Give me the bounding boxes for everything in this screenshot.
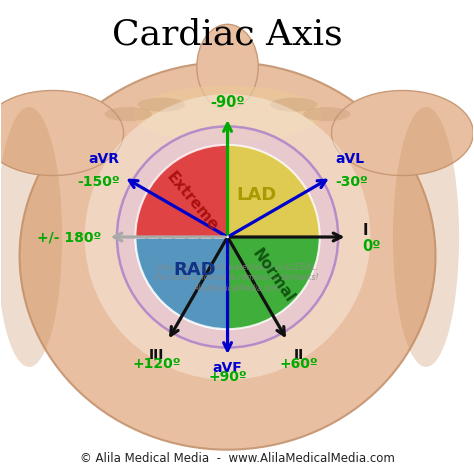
Text: 0º: 0º <box>363 239 381 254</box>
Wedge shape <box>136 237 228 329</box>
Text: +/- 180º: +/- 180º <box>36 230 101 244</box>
Text: +90º: +90º <box>208 370 247 384</box>
Ellipse shape <box>105 107 152 121</box>
Wedge shape <box>228 237 319 329</box>
Text: +120º: +120º <box>132 357 181 371</box>
Wedge shape <box>228 145 319 237</box>
Text: II: II <box>293 347 304 362</box>
Text: Purchase a license to remove watermarks!: Purchase a license to remove watermarks! <box>155 273 319 283</box>
Text: aVF: aVF <box>213 361 242 375</box>
Ellipse shape <box>19 62 436 450</box>
Ellipse shape <box>0 91 124 175</box>
Text: III: III <box>149 347 164 362</box>
Text: Extreme: Extreme <box>163 169 220 234</box>
Text: Use of videos with watermarks is ILLEGAL.: Use of videos with watermarks is ILLEGAL… <box>156 263 318 272</box>
Circle shape <box>117 127 338 347</box>
Ellipse shape <box>197 24 258 109</box>
Wedge shape <box>136 145 228 329</box>
Ellipse shape <box>331 91 474 175</box>
Text: Cardiac Axis: Cardiac Axis <box>112 17 343 51</box>
Text: aVR: aVR <box>89 152 119 166</box>
Ellipse shape <box>0 107 62 367</box>
Text: -90º: -90º <box>210 95 245 110</box>
Ellipse shape <box>393 107 459 367</box>
Text: +60º: +60º <box>279 357 318 371</box>
Text: Normal: Normal <box>249 246 297 305</box>
Text: -30º: -30º <box>336 175 368 190</box>
Circle shape <box>85 94 370 380</box>
Text: RAD: RAD <box>173 261 216 279</box>
Ellipse shape <box>138 98 185 112</box>
Text: I: I <box>363 223 368 238</box>
Text: aVL: aVL <box>336 152 365 166</box>
Text: © Alila Medical Media  -  www.AlilaMedicalMedia.com: © Alila Medical Media - www.AlilaMedical… <box>80 452 394 465</box>
Ellipse shape <box>303 107 350 121</box>
Text: LAD: LAD <box>237 186 277 204</box>
Ellipse shape <box>270 98 318 112</box>
Text: -150º: -150º <box>77 175 119 190</box>
Text: AlilaMedicalMedia.com: AlilaMedicalMedia.com <box>193 284 281 293</box>
Ellipse shape <box>133 86 322 143</box>
